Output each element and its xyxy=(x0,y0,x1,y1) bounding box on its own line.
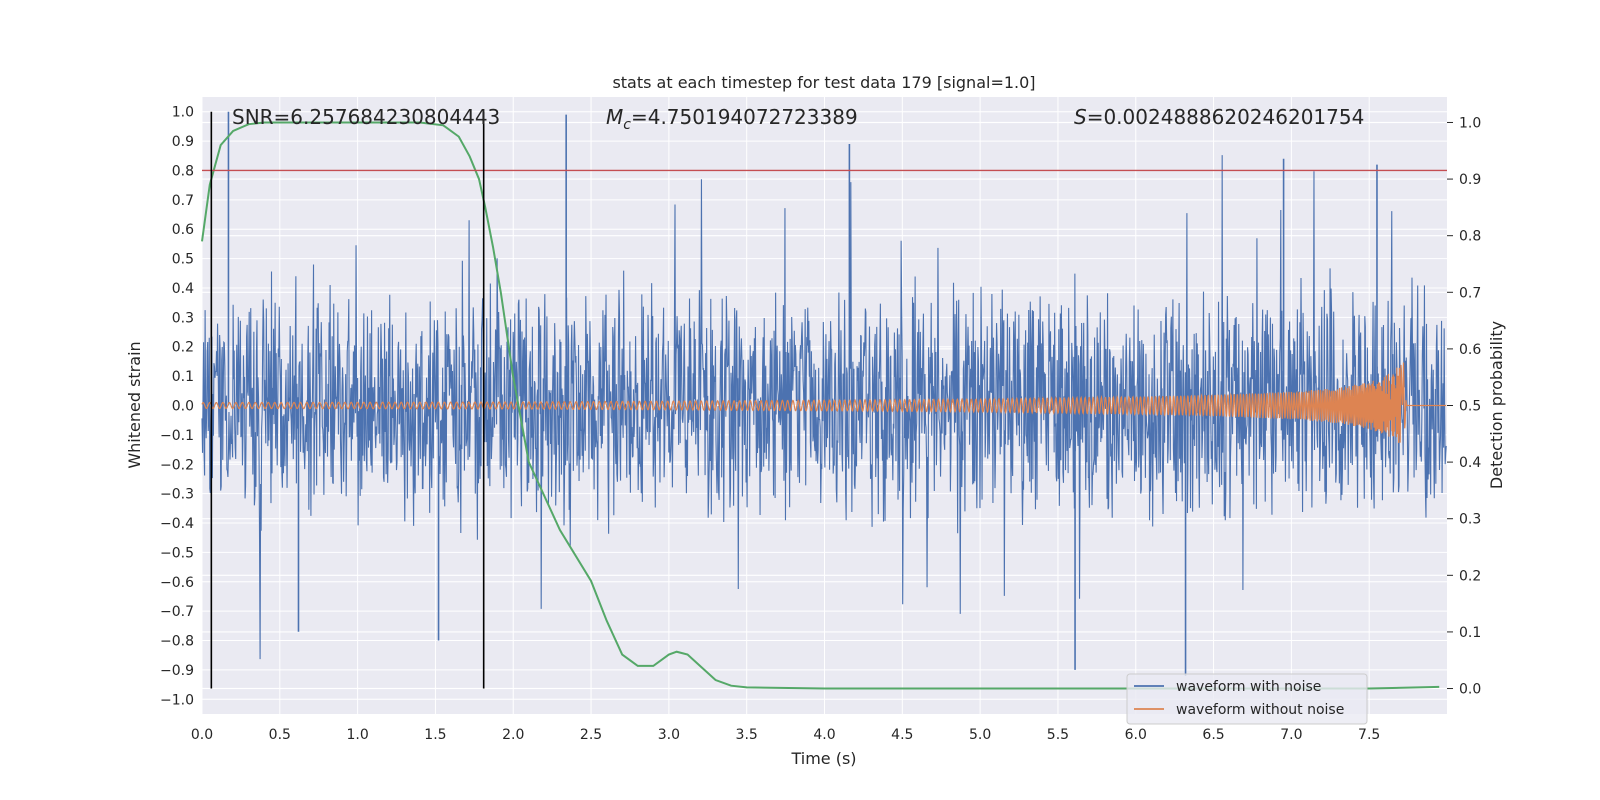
y2-tick-label: 0.6 xyxy=(1459,342,1481,358)
y-tick-label: −0.7 xyxy=(160,604,194,620)
x-tick-label: 4.0 xyxy=(813,727,835,743)
s-annotation: S=0.0024888620246201754 xyxy=(1074,105,1364,129)
y-tick-label: 0.0 xyxy=(172,399,194,415)
y2-tick-label: 0.0 xyxy=(1459,682,1481,698)
noisy-waveform-line xyxy=(201,155,1447,660)
y2-axis-label: Detection probability xyxy=(1487,321,1506,489)
detection-probability-series xyxy=(201,121,1440,690)
y-tick-label: −1.0 xyxy=(160,692,194,708)
detection-probability-line xyxy=(201,121,1440,690)
legend-box xyxy=(1126,673,1368,725)
y-tick-label: 0.6 xyxy=(172,222,194,238)
x-tick-label: 5.5 xyxy=(1047,727,1069,743)
x-tick-label: 0.0 xyxy=(191,727,213,743)
x-tick-label: 1.0 xyxy=(346,727,368,743)
snr-annotation: SNR=6.257684230804443 xyxy=(232,105,500,129)
clean-waveform-line xyxy=(201,362,1447,443)
x-tick-label: 7.5 xyxy=(1358,727,1380,743)
x-axis-label: Time (s) xyxy=(790,749,856,768)
s-value: =0.0024888620246201754 xyxy=(1087,105,1365,129)
chirp-mass-value: =4.750194072723389 xyxy=(631,105,858,129)
y2-tick-label: 0.3 xyxy=(1459,512,1481,528)
x-tick-label: 3.0 xyxy=(658,727,680,743)
x-tick-label: 2.5 xyxy=(580,727,602,743)
x-tick-label: 0.5 xyxy=(269,727,291,743)
y-tick-label: −0.4 xyxy=(160,516,194,532)
y2-tick-label: 0.5 xyxy=(1459,399,1481,415)
y-tick-label: 0.5 xyxy=(172,252,194,268)
noisy-waveform-series xyxy=(201,111,1447,676)
x-tick-label: 5.0 xyxy=(969,727,991,743)
y2-tick-label: 1.0 xyxy=(1459,115,1481,131)
y-tick-label: 0.8 xyxy=(172,163,194,179)
chart-title: stats at each timestep for test data 179… xyxy=(612,73,1035,92)
y-tick-label: 0.3 xyxy=(172,310,194,326)
x-tick-label: 7.0 xyxy=(1280,727,1302,743)
y2-tick-label: 0.8 xyxy=(1459,229,1481,245)
y-tick-label: −0.3 xyxy=(160,487,194,503)
s-symbol: S xyxy=(1074,105,1087,129)
y-tick-label: 0.1 xyxy=(172,369,194,385)
y-tick-label: 1.0 xyxy=(172,105,194,121)
y2-axis-ticks: 1.0 0.9 0.8 0.7 0.6 0.5 0.4 0.3 0.2 0.1 0.0 xyxy=(1447,115,1481,698)
y-tick-label: 0.4 xyxy=(172,281,194,297)
x-tick-label: 6.0 xyxy=(1125,727,1147,743)
x-tick-label: 2.0 xyxy=(502,727,524,743)
y2-tick-label: 0.7 xyxy=(1459,285,1481,301)
markers xyxy=(202,111,1447,689)
y-tick-label: −0.5 xyxy=(160,545,194,561)
chirp-mass-symbol: M xyxy=(606,105,623,129)
y-axis-label: Whitened strain xyxy=(125,341,144,468)
y2-tick-label: 0.1 xyxy=(1459,625,1481,641)
y-tick-label: −0.8 xyxy=(160,634,194,650)
x-tick-label: 6.5 xyxy=(1202,727,1224,743)
y2-tick-label: 0.4 xyxy=(1459,455,1481,471)
x-tick-label: 4.5 xyxy=(891,727,913,743)
clean-waveform-series xyxy=(201,362,1447,443)
y2-tick-label: 0.9 xyxy=(1459,172,1481,188)
x-tick-label: 3.5 xyxy=(736,727,758,743)
chirp-mass-annotation: Mc=4.750194072723389 xyxy=(606,105,858,133)
legend-label-clean: waveform without noise xyxy=(1176,702,1344,718)
y-tick-label: −0.9 xyxy=(160,663,194,679)
y2-tick-label: 0.2 xyxy=(1459,568,1481,584)
chirp-mass-subscript: c xyxy=(623,117,631,133)
y-tick-label: 0.7 xyxy=(172,193,194,209)
legend-label-noise: waveform with noise xyxy=(1176,679,1321,695)
y-axis-ticks: 1.0 0.9 0.8 0.7 0.6 0.5 0.4 0.3 0.2 0.1 0.0 −0.1 −0.… xyxy=(160,105,194,709)
legend: waveform with noise waveform without noi… xyxy=(1126,673,1368,725)
y-tick-label: −0.1 xyxy=(160,428,194,444)
y-tick-label: −0.6 xyxy=(160,575,194,591)
x-axis-ticks: 0.0 0.5 1.0 1.5 2.0 2.5 3.0 3.5 4.0 4.5 5.0 5.5 6.0 6… xyxy=(191,727,1380,743)
y-tick-label: −0.2 xyxy=(160,457,194,473)
x-tick-label: 1.5 xyxy=(424,727,446,743)
y-tick-label: 0.9 xyxy=(172,134,194,150)
y-tick-label: 0.2 xyxy=(172,340,194,356)
